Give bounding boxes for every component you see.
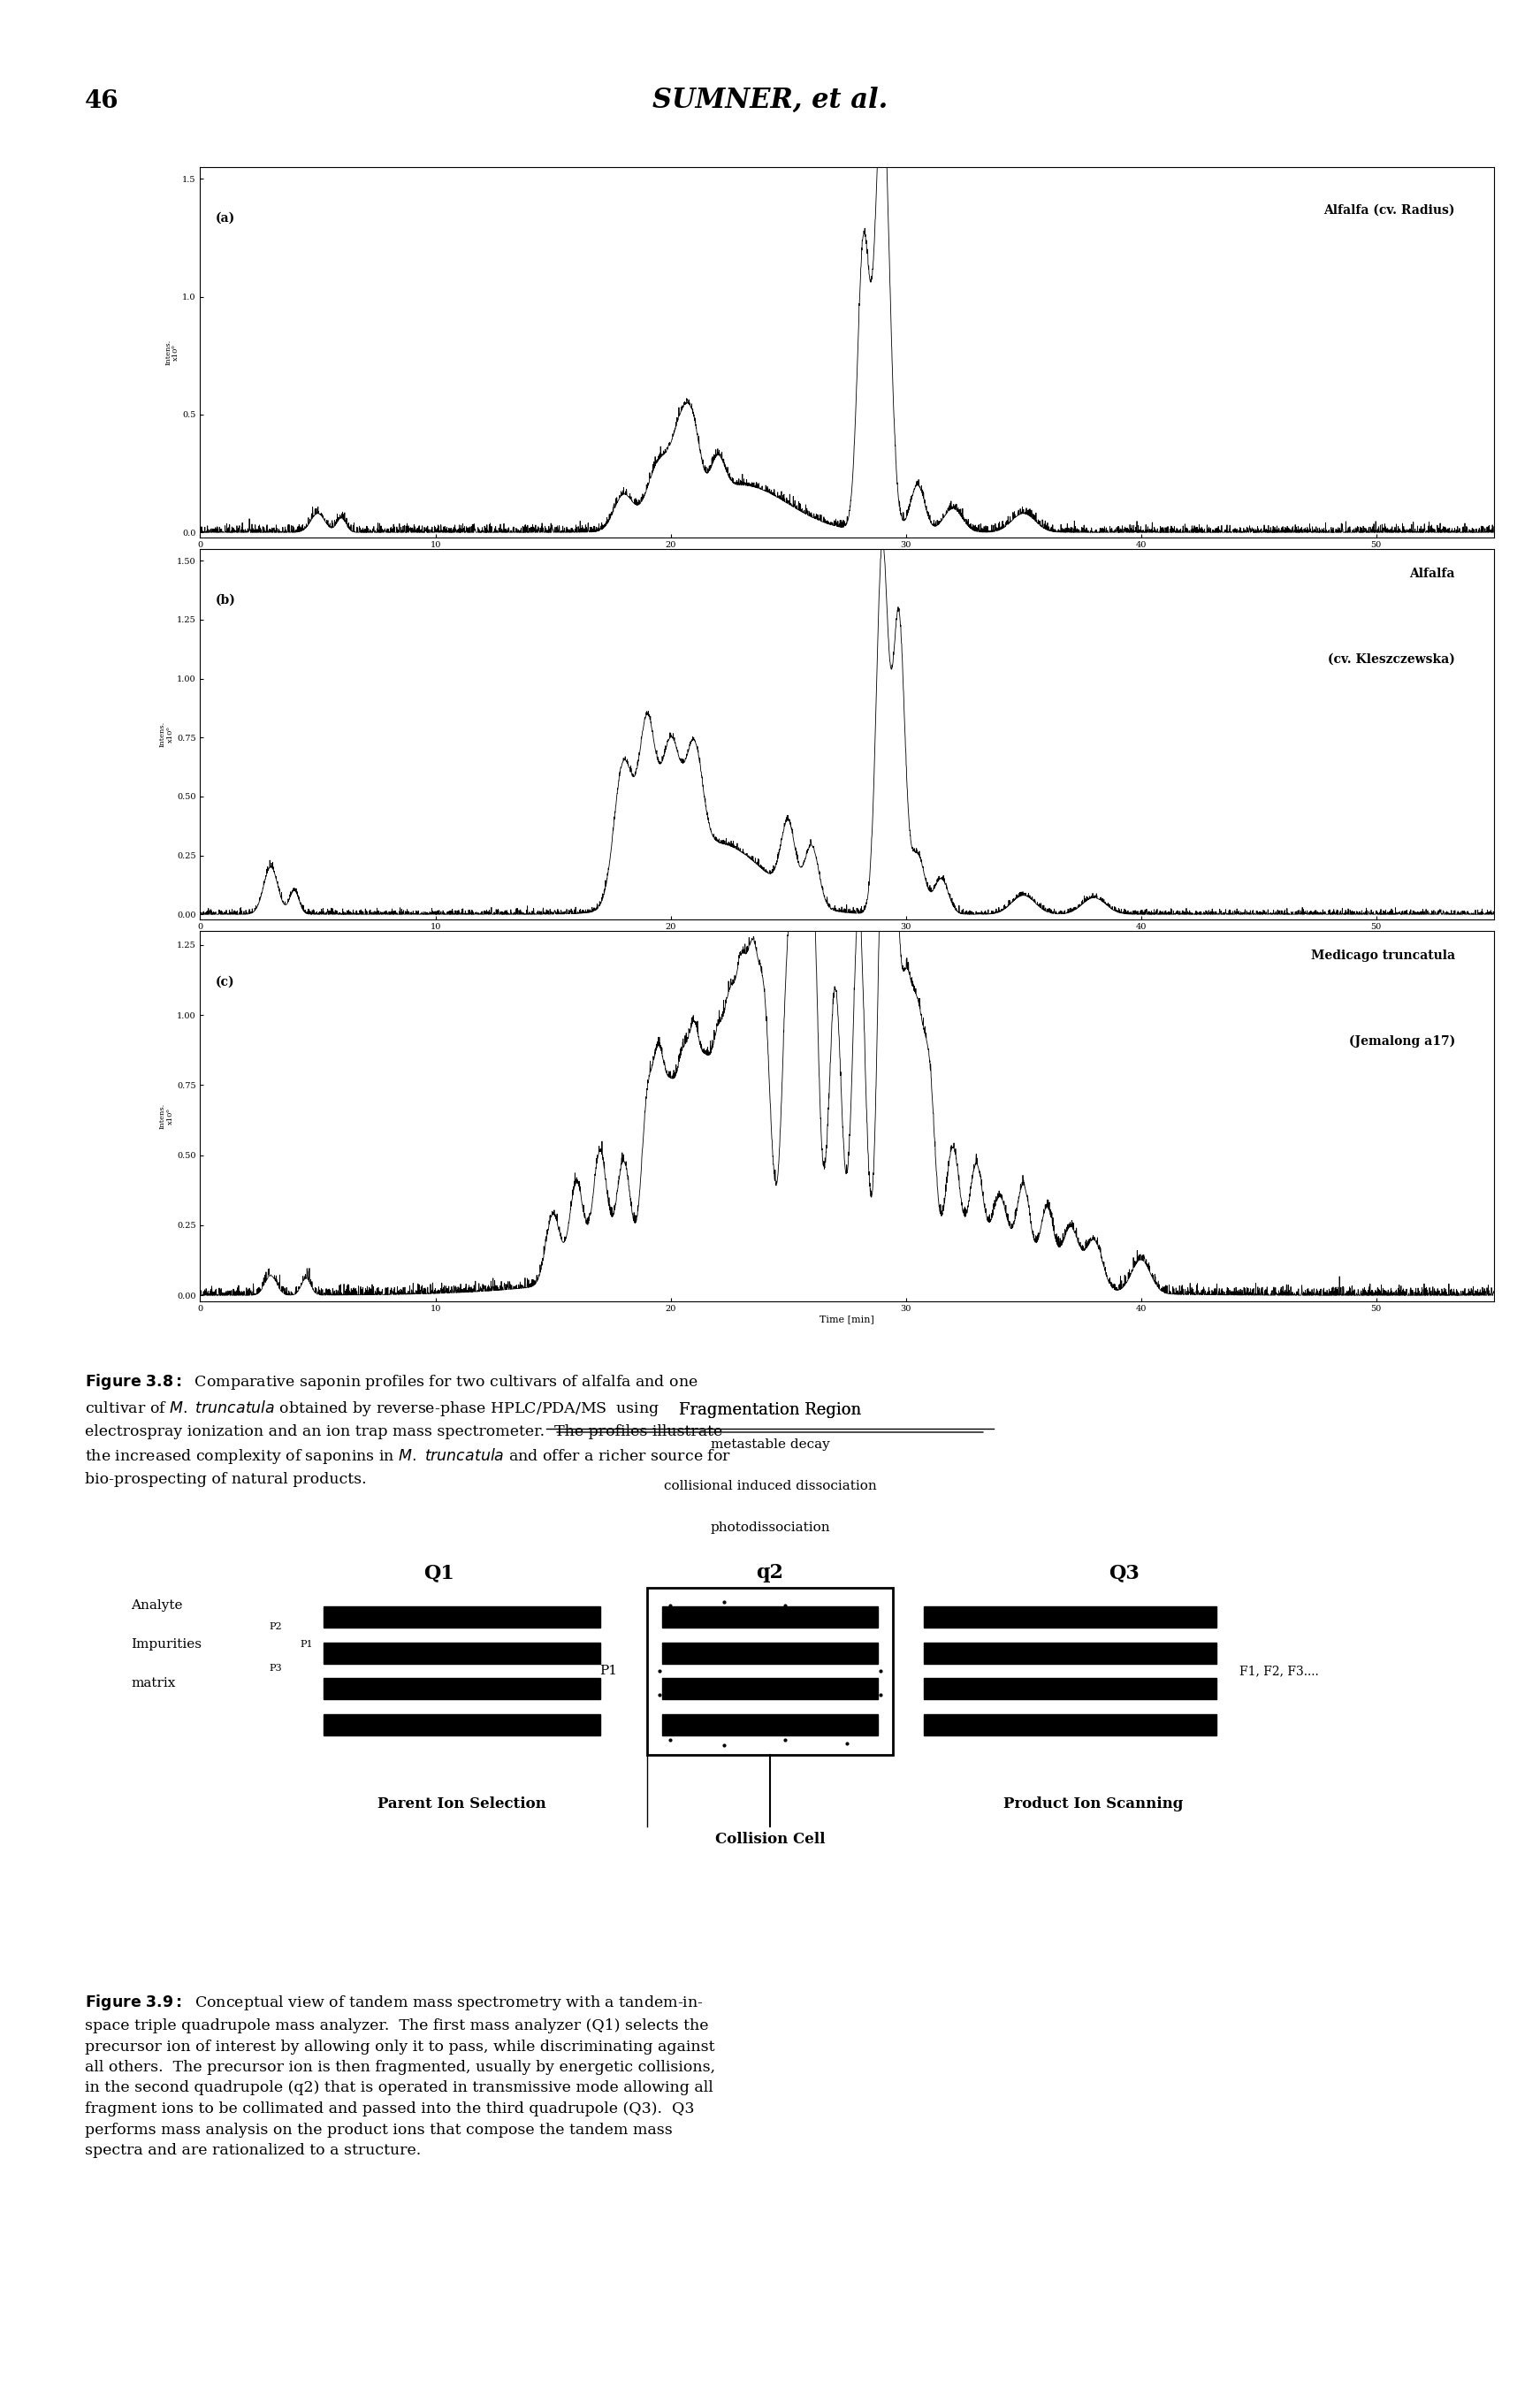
Y-axis label: Intens.
x10⁶: Intens. x10⁶ <box>165 339 180 365</box>
Text: Fragmentation Region: Fragmentation Region <box>679 1404 861 1418</box>
Bar <box>647 1587 893 1754</box>
Bar <box>924 1642 1217 1664</box>
Bar <box>924 1606 1217 1628</box>
Text: q2: q2 <box>756 1563 784 1583</box>
Text: photodissociation: photodissociation <box>710 1523 830 1535</box>
Text: Product Ion Scanning: Product Ion Scanning <box>1004 1795 1183 1812</box>
Text: Analyte: Analyte <box>131 1599 183 1611</box>
Text: (c): (c) <box>216 976 234 988</box>
Text: $\bf{Figure\ 3.9:}$  Conceptual view of tandem mass spectrometry with a tandem-i: $\bf{Figure\ 3.9:}$ Conceptual view of t… <box>85 1993 715 2158</box>
Bar <box>924 1678 1217 1700</box>
X-axis label: Time [min]: Time [min] <box>819 1315 875 1322</box>
Text: metastable decay: metastable decay <box>710 1437 830 1451</box>
Text: (a): (a) <box>216 212 236 224</box>
Text: $\bf{Figure\ 3.8:}$  Comparative saponin profiles for two cultivars of alfalfa a: $\bf{Figure\ 3.8:}$ Comparative saponin … <box>85 1373 732 1487</box>
Text: Q1: Q1 <box>424 1563 454 1583</box>
Text: Parent Ion Selection: Parent Ion Selection <box>377 1795 547 1812</box>
Bar <box>662 1606 878 1628</box>
Bar <box>323 1642 601 1664</box>
Text: (b): (b) <box>216 594 236 606</box>
Bar <box>662 1642 878 1664</box>
Text: matrix: matrix <box>131 1676 176 1690</box>
Text: Collision Cell: Collision Cell <box>715 1833 825 1848</box>
Text: Medicago truncatula: Medicago truncatula <box>1311 950 1455 962</box>
Bar <box>924 1714 1217 1735</box>
X-axis label: Time [min]: Time [min] <box>819 933 875 940</box>
Text: Fragmentation Region: Fragmentation Region <box>679 1432 861 1449</box>
Y-axis label: Intens.
x10⁶: Intens. x10⁶ <box>159 721 174 747</box>
Text: P2: P2 <box>270 1623 282 1630</box>
Text: P1: P1 <box>599 1664 618 1678</box>
Text: Impurities: Impurities <box>131 1637 202 1652</box>
Bar <box>323 1714 601 1735</box>
Bar <box>323 1678 601 1700</box>
Text: collisional induced dissociation: collisional induced dissociation <box>664 1480 876 1492</box>
Text: Q3: Q3 <box>1109 1563 1140 1583</box>
Text: (cv. Kleszczewska): (cv. Kleszczewska) <box>1327 652 1455 666</box>
Bar <box>662 1714 878 1735</box>
Text: (Jemalong a17): (Jemalong a17) <box>1349 1034 1455 1048</box>
Text: P3: P3 <box>270 1664 282 1673</box>
Y-axis label: Intens.
x10⁶: Intens. x10⁶ <box>159 1103 174 1129</box>
Text: Alfalfa (cv. Radius): Alfalfa (cv. Radius) <box>1324 205 1455 217</box>
Text: F1, F2, F3....: F1, F2, F3.... <box>1240 1664 1320 1678</box>
Text: SUMNER, et al.: SUMNER, et al. <box>653 86 887 115</box>
Text: Alfalfa: Alfalfa <box>1409 568 1455 580</box>
Text: P1: P1 <box>300 1640 313 1649</box>
Bar <box>662 1678 878 1700</box>
Text: 46: 46 <box>85 88 119 112</box>
Bar <box>323 1606 601 1628</box>
X-axis label: Time [min]: Time [min] <box>819 551 875 559</box>
Text: Fragmentation Region: Fragmentation Region <box>679 1404 861 1418</box>
